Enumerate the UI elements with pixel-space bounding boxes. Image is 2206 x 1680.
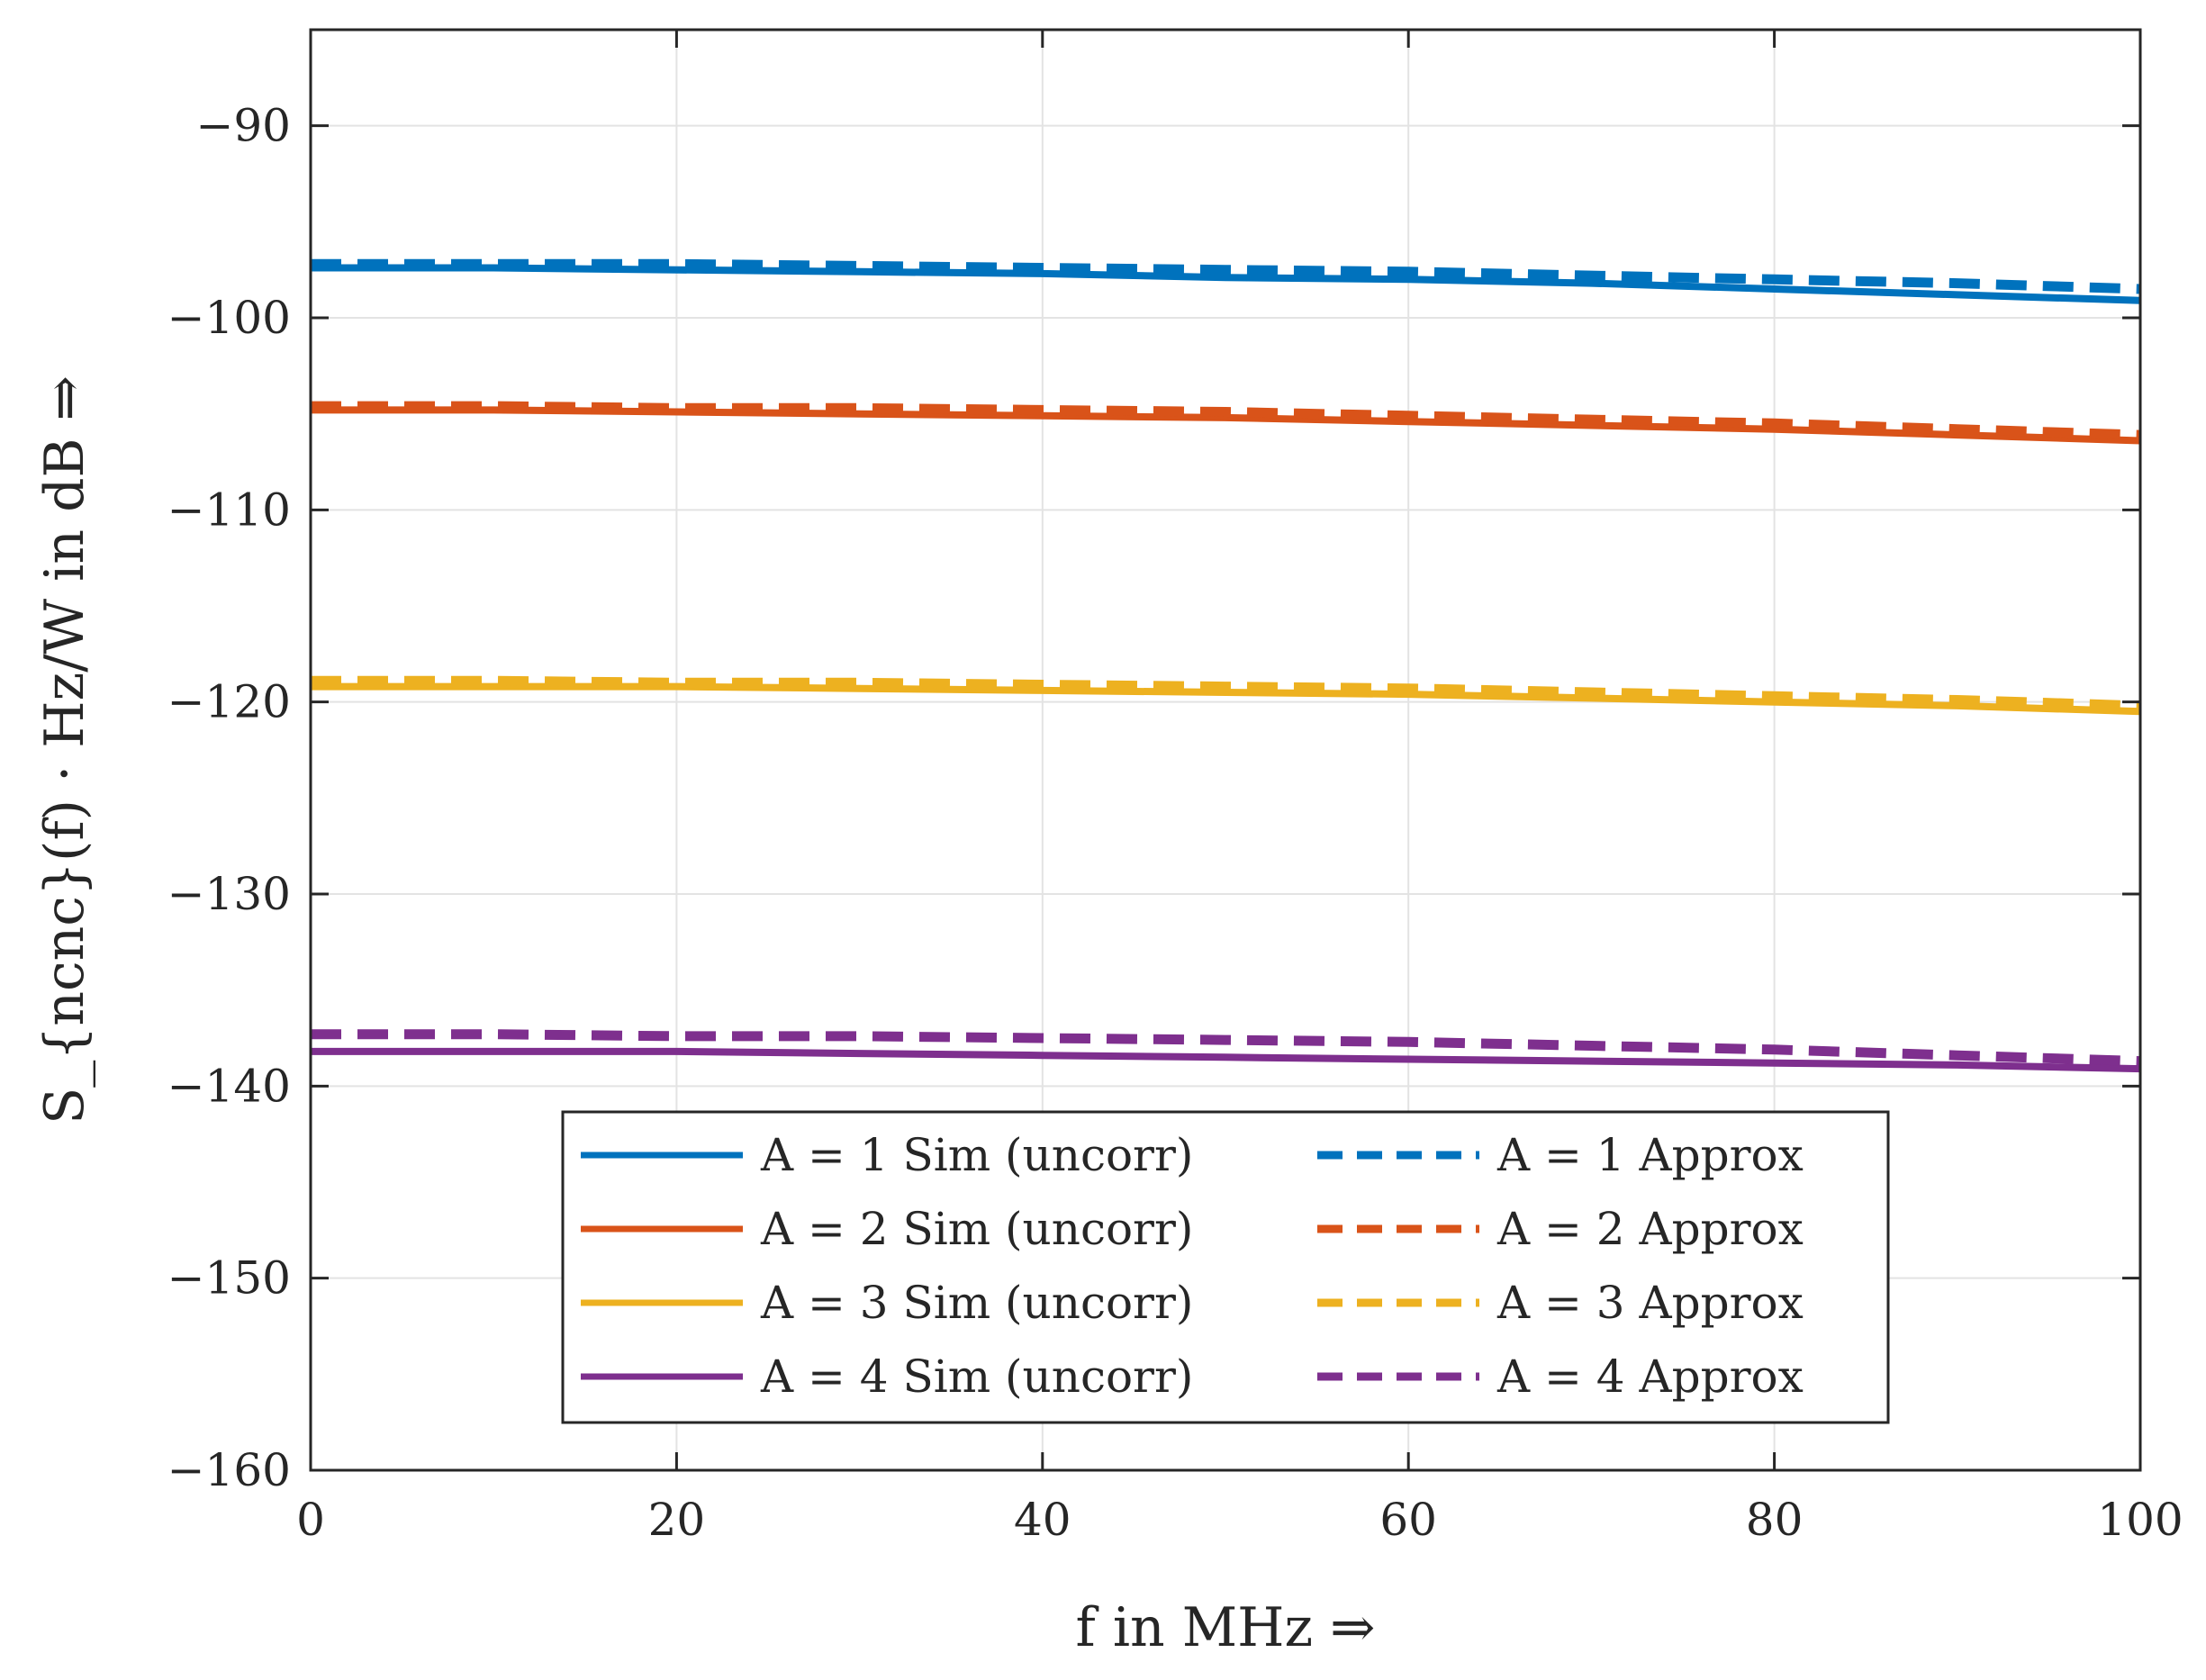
legend-label: A = 3 Sim (uncorr): [760, 1277, 1193, 1329]
plot-frame: [309, 28, 2142, 1472]
y-tick-label: −90: [195, 100, 291, 152]
tick-labels: 0 20 40 60 80 100 −90 −100 −110 −120 −130 −140 −150 −…: [167, 100, 2183, 1546]
ticks: [309, 30, 2142, 1472]
legend-label: A = 4 Sim (uncorr): [760, 1350, 1193, 1403]
legend: A = 1 Sim (uncorr) A = 2 Sim (uncorr) A = …: [561, 1110, 1890, 1424]
x-tick-label: 100: [2097, 1494, 2183, 1546]
y-tick-label: −130: [167, 868, 291, 920]
legend-label: A = 1 Sim (uncorr): [760, 1129, 1193, 1181]
series-line: [311, 1029, 2141, 1067]
series-layer: [311, 258, 2141, 1073]
y-tick-label: −160: [167, 1444, 291, 1496]
y-tick-label: −120: [167, 676, 291, 728]
y-tick-label: −150: [167, 1252, 291, 1305]
x-tick-label: 80: [1746, 1494, 1804, 1546]
x-tick-label: 20: [648, 1494, 706, 1546]
x-tick-label: 0: [296, 1494, 325, 1546]
legend-label: A = 4 Approx: [1496, 1350, 1804, 1403]
series-line: [311, 264, 2141, 304]
y-tick-label: −140: [167, 1060, 291, 1112]
legend-label: A = 1 Approx: [1496, 1129, 1804, 1181]
legend-label: A = 2 Approx: [1496, 1203, 1804, 1255]
x-axis-label: f in MHz ⇒: [1076, 1596, 1376, 1659]
x-tick-label: 60: [1379, 1494, 1437, 1546]
legend-box: [561, 1110, 1890, 1424]
legend-label: A = 3 Approx: [1496, 1277, 1804, 1329]
y-tick-label: −110: [167, 483, 291, 536]
series-line: [311, 401, 2141, 440]
series-line: [311, 675, 2141, 711]
series-line: [311, 258, 2141, 294]
y-tick-label: −100: [167, 292, 291, 344]
legend-label: A = 2 Sim (uncorr): [760, 1203, 1193, 1255]
x-tick-label: 40: [1014, 1494, 1071, 1546]
y-axis-label: S_{ncnc}(f) · Hz/W in dB ⇒: [33, 375, 96, 1125]
series-line: [311, 1047, 2141, 1073]
